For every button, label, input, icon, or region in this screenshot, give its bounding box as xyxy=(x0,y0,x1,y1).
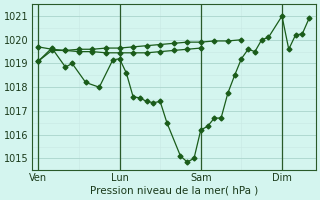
X-axis label: Pression niveau de la mer( hPa ): Pression niveau de la mer( hPa ) xyxy=(90,186,258,196)
